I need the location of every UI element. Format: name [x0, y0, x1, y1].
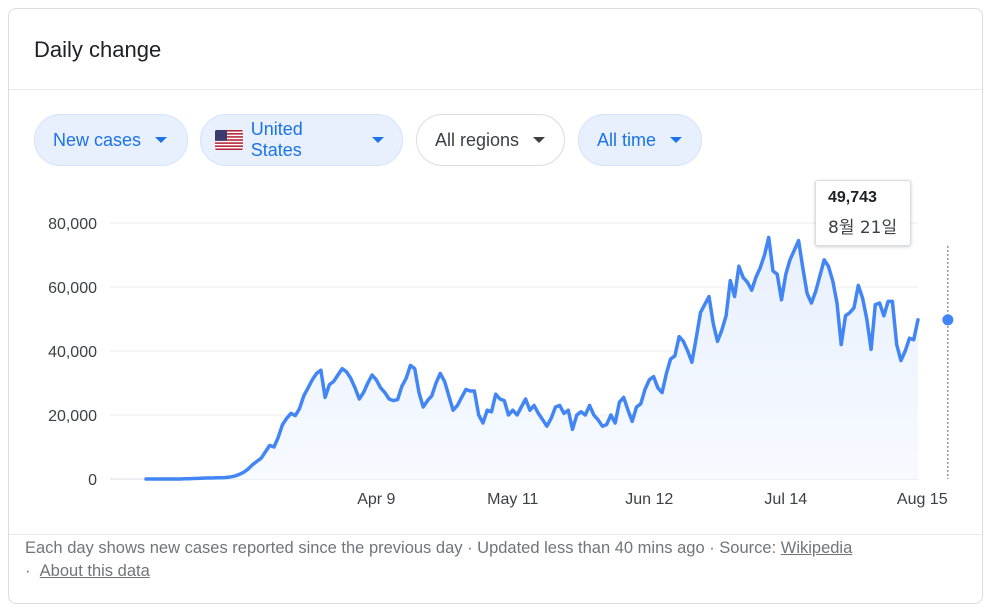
series-area [146, 237, 918, 479]
region-dropdown[interactable]: All regions [416, 114, 565, 166]
country-dropdown-label: United States [250, 119, 303, 160]
us-flag-icon [215, 130, 243, 150]
chevron-down-icon [155, 137, 168, 143]
x-tick-label: Aug 15 [897, 491, 948, 508]
highlight-point [942, 314, 954, 326]
chevron-down-icon [533, 137, 546, 143]
card-title: Daily change [34, 37, 162, 62]
x-tick-label: Apr 9 [357, 491, 395, 508]
time-range-dropdown-label: All time [597, 129, 657, 150]
country-dropdown[interactable]: United States [200, 114, 403, 166]
tooltip-value: 49,743 [828, 189, 877, 206]
source-link[interactable]: Wikipedia [780, 539, 853, 557]
y-tick-label: 60,000 [48, 280, 97, 297]
time-range-dropdown[interactable]: All time [578, 114, 702, 166]
cases-chart[interactable]: 0 20,000 40,000 60,000 80,000 Apr 9 May 11 Jun … [0, 0, 993, 530]
chevron-down-icon [670, 137, 683, 143]
footer-text: Each day shows new cases reported since … [25, 539, 781, 557]
x-tick-label: Jun 12 [625, 491, 673, 508]
chart-tooltip: 49,743 8월 21일 [815, 180, 911, 246]
region-dropdown-label: All regions [435, 129, 520, 150]
y-tick-label: 80,000 [48, 216, 97, 233]
metric-dropdown[interactable]: New cases [34, 114, 188, 166]
about-data-link[interactable]: About this data [39, 562, 150, 580]
footer-note: Each day shows new cases reported since … [25, 537, 955, 583]
footer-separator: · [25, 562, 31, 580]
y-tick-label: 0 [88, 472, 97, 489]
tooltip-date: 8월 21일 [828, 218, 898, 238]
header-divider [9, 89, 982, 90]
y-tick-label: 20,000 [48, 408, 97, 425]
x-tick-label: May 11 [487, 491, 538, 508]
series-line [144, 235, 920, 481]
chevron-down-icon [372, 137, 384, 143]
metric-dropdown-label: New cases [53, 129, 142, 150]
x-tick-label: Jul 14 [764, 491, 807, 508]
footer-divider [9, 534, 982, 535]
y-tick-label: 40,000 [48, 344, 97, 361]
